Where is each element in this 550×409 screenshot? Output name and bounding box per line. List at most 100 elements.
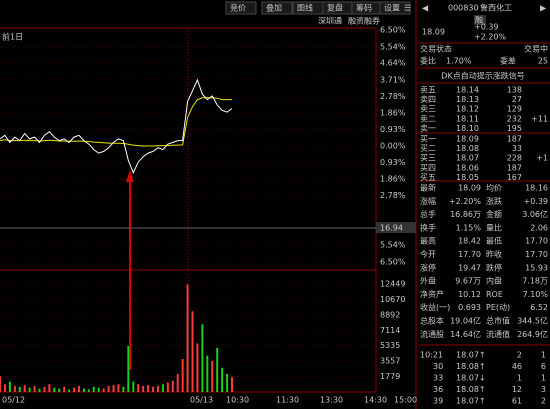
volume-bar — [171, 380, 174, 392]
stock-code: 000830 — [448, 4, 479, 13]
tick-price: 18.08↑ — [456, 362, 486, 371]
y-tick-label: 0.93% — [380, 125, 406, 134]
volume-bar — [226, 373, 229, 392]
stat-value: +2.20% — [449, 197, 482, 206]
book-delta: +1 — [536, 154, 548, 163]
volume-bar — [161, 384, 164, 392]
volume-bar — [196, 343, 199, 392]
tick-time: 10:21 — [420, 351, 443, 360]
stat-label: 换手 — [420, 222, 436, 232]
toolbar-button[interactable] — [225, 1, 257, 15]
book-volume: 232 — [507, 114, 522, 123]
tick-time: 36 — [433, 385, 443, 394]
book-label: 卖一 — [420, 124, 436, 133]
toolbar-button[interactable] — [379, 1, 411, 15]
book-label: 买三 — [420, 154, 436, 163]
tag-box — [474, 15, 486, 25]
signal-link[interactable]: DK点自动提示涨跌信号 — [441, 71, 524, 81]
book-volume: 187 — [507, 163, 522, 172]
stat-value: 18.09 — [458, 184, 481, 193]
y-tick-label: 2.78% — [380, 92, 406, 101]
tick-volume: 46 — [512, 362, 522, 371]
volume-bar — [8, 381, 11, 392]
y-tick-label: 0.93% — [380, 158, 406, 167]
book-price: 18.14 — [456, 86, 479, 95]
stat-label: ROE — [486, 290, 503, 299]
book-price: 18.05 — [456, 173, 479, 182]
book-price: 18.08 — [456, 144, 479, 153]
volume-bar — [206, 355, 209, 392]
tick-price: 18.08↑ — [456, 385, 486, 394]
stat-label: 净资产 — [420, 289, 444, 299]
volume-bar — [97, 387, 100, 392]
volume-bar — [23, 385, 26, 392]
volume-bar — [28, 387, 31, 392]
volume-bar — [186, 284, 189, 392]
volume-bar — [137, 384, 140, 392]
toolbar-label[interactable]: 复盘 — [327, 3, 343, 13]
toolbar-label[interactable]: 图线 — [297, 3, 313, 13]
tick-count: 2 — [541, 397, 546, 406]
book-price: 18.06 — [456, 163, 479, 172]
stat-value: +0.39 — [523, 197, 548, 206]
x-tick-label: 15:00 — [394, 396, 417, 405]
toolbar-button[interactable] — [261, 1, 293, 15]
stat-label: 涨幅 — [420, 196, 436, 206]
price-line — [0, 78, 233, 175]
book-price: 18.13 — [456, 95, 479, 104]
book-price: 18.09 — [456, 135, 479, 144]
y-tick-label: 0.00% — [380, 142, 406, 151]
volume-bar — [117, 384, 120, 392]
volume-bar — [48, 384, 51, 392]
stat-label: 金额 — [486, 209, 502, 219]
y-tick-label: 7114 — [380, 326, 400, 335]
stat-value: 1.15% — [456, 223, 482, 232]
toolbar-label[interactable]: 叠加 — [266, 3, 282, 13]
volume-bar — [38, 388, 41, 392]
tick-volume: 2 — [517, 351, 522, 360]
book-delta: +11 — [531, 114, 548, 123]
x-tick-label: 14:30 — [364, 396, 387, 405]
tick-count: 6 — [541, 362, 546, 371]
y-tick-label: 1.86% — [380, 175, 406, 184]
volume-bar — [53, 387, 56, 392]
stat-value: 3.06亿 — [522, 209, 548, 219]
volume-bar — [231, 377, 233, 392]
y-tick-label: 2.78% — [380, 191, 406, 200]
book-volume: 138 — [507, 86, 522, 95]
stat-value: 15.93 — [525, 263, 548, 272]
book-label: 买五 — [420, 173, 436, 182]
price: 18.09 — [422, 28, 445, 37]
y-tick-label: 3557 — [380, 357, 400, 366]
volume-bar — [43, 386, 46, 392]
stat-label: PE(动) — [486, 302, 510, 312]
book-label: 买一 — [420, 135, 436, 144]
order-ratio: 1.70% — [446, 57, 472, 66]
y-tick-label: 5.54% — [380, 43, 406, 52]
nav: ◀ — [422, 4, 429, 13]
volume-bar — [13, 385, 16, 392]
y-tick-label: 8892 — [380, 310, 400, 319]
tick-price: 18.07↑ — [456, 351, 486, 360]
sub-toolbar[interactable]: 融资融券 — [348, 16, 380, 26]
volume-bar — [132, 381, 135, 392]
book-volume: 187 — [507, 135, 522, 144]
book-label: 买四 — [420, 163, 436, 172]
book-price: 18.12 — [456, 105, 479, 114]
cursor-label: 16.94 — [380, 224, 403, 233]
toolbar-label[interactable]: 设置 — [384, 3, 400, 13]
stat-label: 均价 — [486, 183, 502, 193]
toolbar-label[interactable]: 竞价 — [230, 3, 246, 13]
y-tick-label: 5.54% — [380, 240, 406, 249]
sub-toolbar[interactable]: 深圳通 — [318, 16, 342, 26]
toolbar-label[interactable]: 筹码 — [356, 3, 372, 13]
stat-value: 0.693 — [458, 303, 481, 312]
stat-label: 内盘 — [486, 276, 502, 286]
book-volume: 27 — [512, 95, 522, 104]
book-label: 卖五 — [420, 86, 436, 95]
y-tick-label: 10670 — [380, 295, 405, 304]
volume-bar — [68, 389, 71, 392]
volume-bar — [181, 359, 184, 392]
tag: 融 — [475, 15, 483, 25]
